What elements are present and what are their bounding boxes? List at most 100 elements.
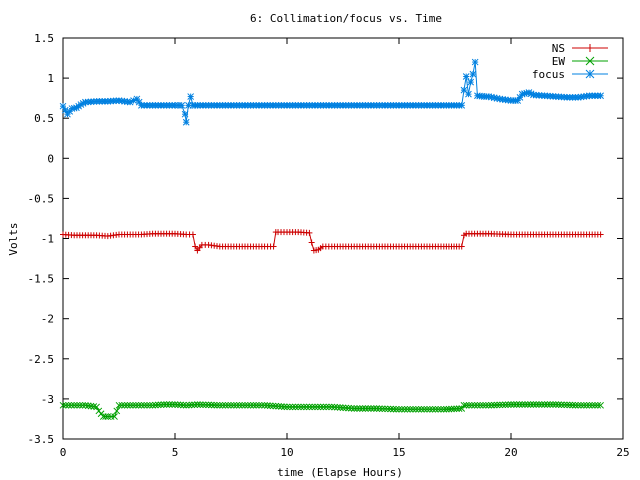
data-point: [426, 405, 434, 413]
data-point: [113, 407, 121, 415]
data-point: [308, 403, 316, 411]
data-point: [364, 405, 372, 412]
chart-title: 6: Collimation/focus vs. Time: [250, 12, 442, 25]
data-point: [300, 403, 308, 411]
data-point: [258, 401, 266, 409]
data-point: [328, 403, 336, 411]
data-point: [168, 401, 176, 408]
data-point: [404, 405, 411, 413]
data-point: [294, 403, 302, 411]
data-point: [455, 405, 463, 412]
x-tick-label: 5: [172, 446, 179, 459]
data-point: [488, 401, 495, 409]
data-point: [336, 404, 344, 411]
data-point: [135, 401, 142, 409]
series-layer: [59, 58, 604, 420]
data-point: [181, 110, 189, 118]
data-point: [395, 405, 403, 413]
data-point: [264, 402, 271, 409]
data-point: [530, 401, 537, 408]
data-point: [458, 102, 466, 109]
data-point: [552, 401, 560, 408]
data-point: [111, 413, 118, 420]
data-point: [458, 405, 466, 412]
data-point: [597, 231, 604, 238]
data-point: [194, 401, 201, 408]
data-point: [362, 405, 369, 412]
data-point: [381, 405, 389, 413]
data-point: [132, 401, 140, 409]
data-point: [270, 243, 277, 250]
y-tick-label: -3: [41, 393, 54, 406]
data-point: [140, 401, 148, 409]
x-axis-label: time (Elapse Hours): [277, 466, 403, 479]
data-point: [524, 401, 532, 408]
data-point: [188, 401, 196, 409]
data-point: [453, 405, 460, 413]
data-point: [62, 401, 70, 409]
data-point: [549, 401, 557, 408]
data-point: [583, 401, 590, 409]
data-point: [448, 405, 455, 413]
y-tick-label: 0.5: [34, 112, 54, 125]
data-point: [180, 401, 187, 409]
data-point: [208, 401, 215, 409]
data-point: [597, 401, 604, 409]
data-point: [233, 401, 240, 409]
data-point: [93, 403, 100, 411]
data-point: [432, 405, 439, 413]
data-point: [238, 401, 246, 409]
data-point: [121, 401, 128, 409]
data-point: [65, 401, 72, 409]
data-point: [460, 401, 468, 409]
data-point: [76, 401, 84, 409]
data-point: [138, 401, 145, 409]
data-point: [440, 405, 448, 413]
data-point: [124, 401, 131, 409]
data-point: [306, 229, 313, 236]
data-point: [280, 403, 288, 411]
data-point: [84, 402, 92, 410]
y-axis-label: Volts: [7, 222, 20, 255]
data-point: [160, 401, 168, 408]
data-point: [485, 401, 492, 409]
data-point: [213, 401, 221, 409]
data-point: [586, 44, 594, 52]
data-point: [68, 401, 75, 409]
data-point: [236, 401, 243, 409]
data-point: [82, 401, 89, 409]
data-point: [510, 401, 518, 408]
data-point: [462, 73, 470, 80]
legend-label: NS: [552, 42, 565, 55]
data-point: [115, 401, 123, 409]
data-point: [566, 401, 574, 409]
data-point: [222, 401, 229, 409]
data-point: [250, 401, 257, 409]
data-point: [384, 405, 392, 413]
data-point: [465, 401, 473, 409]
data-point: [261, 401, 268, 409]
data-point: [325, 403, 333, 411]
data-point: [269, 402, 277, 410]
data-point: [474, 401, 481, 409]
data-point: [292, 403, 299, 411]
data-point: [255, 401, 263, 409]
series-focus: [59, 58, 604, 126]
data-point: [244, 401, 252, 409]
data-point: [597, 92, 604, 100]
data-point: [406, 405, 414, 413]
data-point: [143, 401, 151, 409]
data-point: [196, 401, 204, 408]
data-point: [469, 70, 477, 78]
data-point: [126, 401, 134, 409]
y-tick-label: -3.5: [28, 433, 55, 446]
data-point: [577, 401, 585, 409]
data-point: [174, 401, 182, 409]
data-point: [585, 69, 595, 79]
y-tick-label: -1.5: [28, 273, 55, 286]
data-point: [563, 401, 571, 409]
data-point: [387, 405, 394, 413]
data-point: [185, 401, 193, 409]
